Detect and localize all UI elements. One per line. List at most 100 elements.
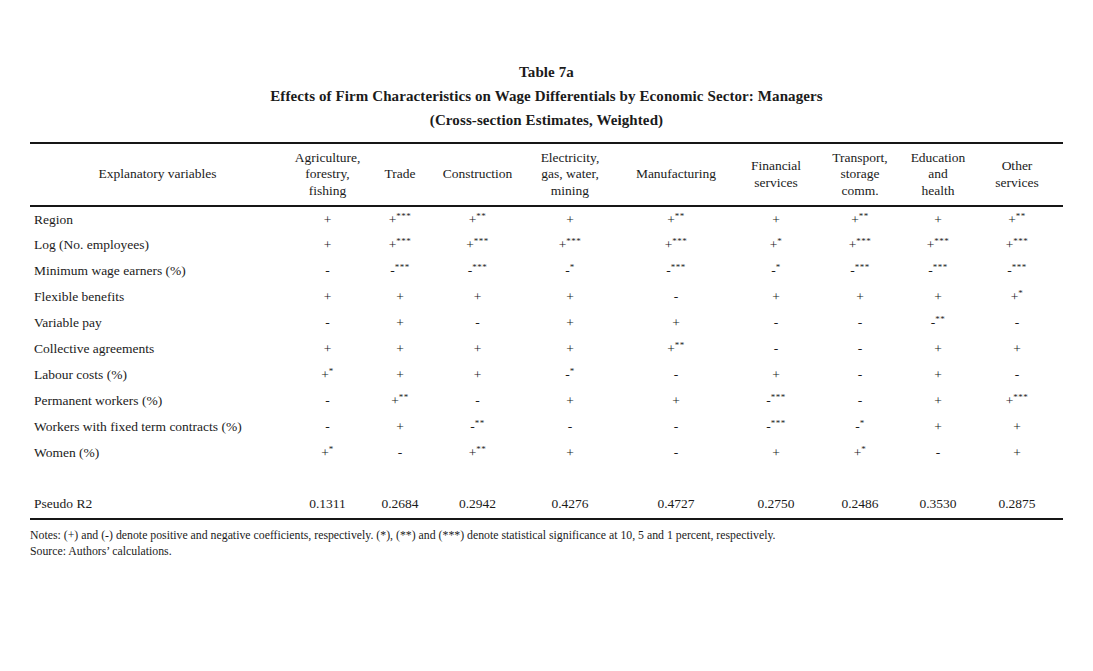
significance-stars: *** xyxy=(856,236,871,246)
coefficient-cell: + xyxy=(971,336,1063,362)
row-label: Collective agreements xyxy=(30,336,285,362)
coefficient-cell: +*** xyxy=(905,232,971,258)
significance-stars: ** xyxy=(859,210,869,220)
coefficient-cell: - xyxy=(737,310,815,336)
coefficient-sign: + xyxy=(934,341,942,356)
coefficient-cell: - xyxy=(905,440,971,466)
coefficient-sign: + xyxy=(672,315,680,330)
coefficient-cell: -*** xyxy=(370,258,430,284)
coefficient-sign: + xyxy=(672,393,680,408)
coefficient-sign: - xyxy=(858,341,863,356)
spacer-row xyxy=(30,466,1063,490)
coefficient-cell: - xyxy=(971,362,1063,388)
column-header: Construction xyxy=(430,143,525,206)
row-label: Log (No. employees) xyxy=(30,232,285,258)
coefficient-cell: + xyxy=(615,388,737,414)
significance-stars: ** xyxy=(476,444,486,454)
coefficient-cell: +*** xyxy=(971,388,1063,414)
coefficient-cell: -* xyxy=(525,362,615,388)
significance-stars: *** xyxy=(472,262,487,272)
coefficient-cell: +*** xyxy=(815,232,905,258)
coefficient-cell: + xyxy=(525,440,615,466)
coefficient-cell: +** xyxy=(615,206,737,232)
coefficient-cell: + xyxy=(370,310,430,336)
coefficient-sign: - xyxy=(936,445,941,460)
coefficient-sign: + xyxy=(851,212,859,227)
coefficient-sign: - xyxy=(325,419,330,434)
coefficient-sign: + xyxy=(566,341,574,356)
coefficient-cell: - xyxy=(525,414,615,440)
significance-stars: ** xyxy=(399,392,409,402)
results-table-wrap: Explanatory variablesAgriculture, forest… xyxy=(30,142,1063,520)
table-title-block: Table 7a Effects of Firm Characteristics… xyxy=(0,60,1093,132)
coefficient-sign: + xyxy=(466,237,474,252)
table-row: Labour costs (%)+*++-*-+-+- xyxy=(30,362,1063,388)
significance-stars: *** xyxy=(396,210,411,220)
coefficient-sign: - xyxy=(774,315,779,330)
significance-stars: ** xyxy=(476,210,486,220)
significance-stars: * xyxy=(776,262,781,272)
coefficient-cell: - xyxy=(615,440,737,466)
pseudo-r2-value: 0.4727 xyxy=(615,490,737,519)
coefficient-sign: - xyxy=(325,393,330,408)
coefficient-sign: + xyxy=(321,445,329,460)
coefficient-cell: - xyxy=(285,310,370,336)
coefficient-sign: + xyxy=(396,315,404,330)
coefficient-cell: +* xyxy=(971,284,1063,310)
table-row: Workers with fixed term contracts (%)-+-… xyxy=(30,414,1063,440)
significance-stars: ** xyxy=(935,314,945,324)
coefficient-cell: + xyxy=(370,414,430,440)
coefficient-sign: - xyxy=(1015,367,1020,382)
coefficient-cell: -* xyxy=(737,258,815,284)
coefficient-cell: + xyxy=(370,284,430,310)
table-row: Log (No. employees)++***+***+***+***+*+*… xyxy=(30,232,1063,258)
coefficient-cell: +*** xyxy=(370,206,430,232)
column-header: Agriculture, forestry, fishing xyxy=(285,143,370,206)
row-label: Women (%) xyxy=(30,440,285,466)
coefficient-cell: + xyxy=(370,336,430,362)
coefficient-cell: +** xyxy=(615,336,737,362)
coefficient-cell: +** xyxy=(815,206,905,232)
corner-header: Explanatory variables xyxy=(30,143,285,206)
coefficient-cell: + xyxy=(370,362,430,388)
coefficient-cell: + xyxy=(737,440,815,466)
pseudo-r2-value: 0.4276 xyxy=(525,490,615,519)
pseudo-r2-value: 0.2750 xyxy=(737,490,815,519)
row-label: Permanent workers (%) xyxy=(30,388,285,414)
coefficient-cell: +** xyxy=(430,206,525,232)
significance-stars: *** xyxy=(395,262,410,272)
coefficient-sign: - xyxy=(674,445,679,460)
column-header: Manufacturing xyxy=(615,143,737,206)
coefficient-sign: + xyxy=(934,393,942,408)
row-label: Region xyxy=(30,206,285,232)
coefficient-sign: + xyxy=(474,289,482,304)
coefficient-sign: + xyxy=(566,315,574,330)
significance-stars: * xyxy=(329,444,334,454)
document-page: Table 7a Effects of Firm Characteristics… xyxy=(0,0,1093,671)
coefficient-cell: + xyxy=(737,362,815,388)
coefficient-sign: + xyxy=(667,212,675,227)
pseudo-r2-value: 0.2486 xyxy=(815,490,905,519)
coefficient-cell: + xyxy=(285,206,370,232)
table-header: Explanatory variablesAgriculture, forest… xyxy=(30,143,1063,206)
coefficient-cell: - xyxy=(737,336,815,362)
significance-stars: ** xyxy=(675,340,685,350)
coefficient-sign: + xyxy=(474,341,482,356)
coefficient-cell: -*** xyxy=(737,414,815,440)
coefficient-cell: + xyxy=(905,362,971,388)
significance-stars: *** xyxy=(1013,392,1028,402)
significance-stars: ** xyxy=(1016,210,1026,220)
coefficient-cell: + xyxy=(525,206,615,232)
coefficient-sign: + xyxy=(396,289,404,304)
coefficient-sign: + xyxy=(772,289,780,304)
coefficient-sign: - xyxy=(858,367,863,382)
coefficient-sign: - xyxy=(858,315,863,330)
header-row: Explanatory variablesAgriculture, forest… xyxy=(30,143,1063,206)
row-label: Minimum wage earners (%) xyxy=(30,258,285,284)
coefficient-cell: - xyxy=(615,284,737,310)
coefficient-cell: + xyxy=(905,388,971,414)
coefficient-cell: +*** xyxy=(615,232,737,258)
coefficient-sign: + xyxy=(391,393,399,408)
coefficient-cell: + xyxy=(905,284,971,310)
coefficient-cell: +*** xyxy=(370,232,430,258)
